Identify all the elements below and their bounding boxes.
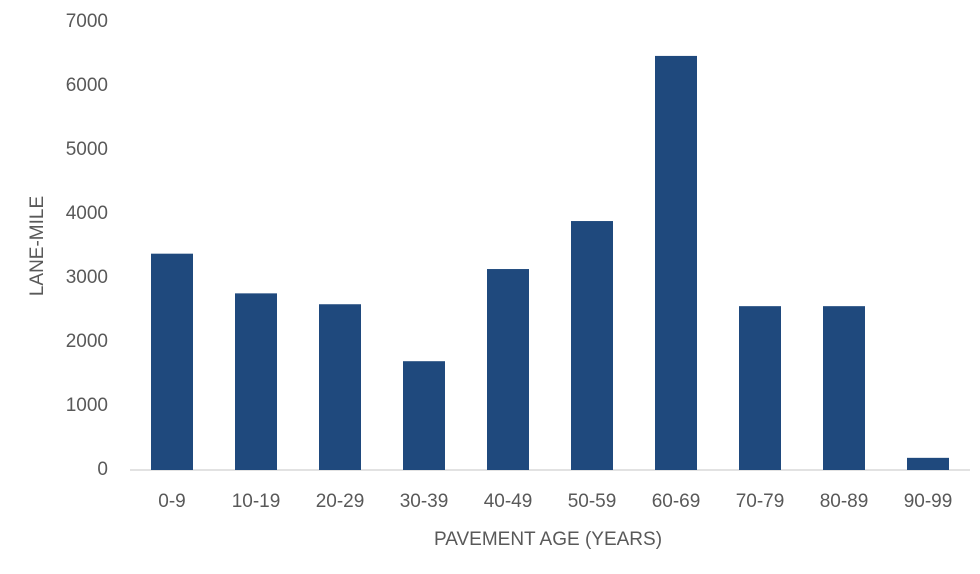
y-tick-label: 6000 (66, 75, 108, 96)
y-axis-label: LANE-MILE (27, 196, 48, 296)
x-tick-label: 70-79 (736, 491, 785, 512)
y-tick-label: 5000 (66, 139, 108, 160)
bar (151, 253, 193, 470)
bar (235, 293, 277, 470)
x-tick-label: 0-9 (158, 491, 185, 512)
y-tick-label: 7000 (66, 11, 108, 32)
x-tick-label: 30-39 (400, 491, 449, 512)
bar (403, 361, 445, 470)
bar (823, 306, 865, 470)
y-tick-label: 4000 (66, 203, 108, 224)
x-tick-label: 20-29 (316, 491, 365, 512)
y-tick-label: 2000 (66, 331, 108, 352)
bar (655, 55, 697, 471)
x-axis-label: PAVEMENT AGE (YEARS) (434, 529, 662, 550)
y-tick-label: 0 (97, 459, 108, 480)
x-tick-label: 40-49 (484, 491, 533, 512)
bar (319, 304, 361, 470)
bar (739, 306, 781, 470)
bar (907, 457, 949, 470)
x-tick-label: 90-99 (904, 491, 953, 512)
y-tick-label: 1000 (66, 395, 108, 416)
y-tick-label: 3000 (66, 267, 108, 288)
bar (571, 221, 613, 470)
x-tick-label: 10-19 (232, 491, 281, 512)
bar (487, 269, 529, 470)
x-tick-label: 60-69 (652, 491, 701, 512)
x-tick-label: 80-89 (820, 491, 869, 512)
x-tick-label: 50-59 (568, 491, 617, 512)
